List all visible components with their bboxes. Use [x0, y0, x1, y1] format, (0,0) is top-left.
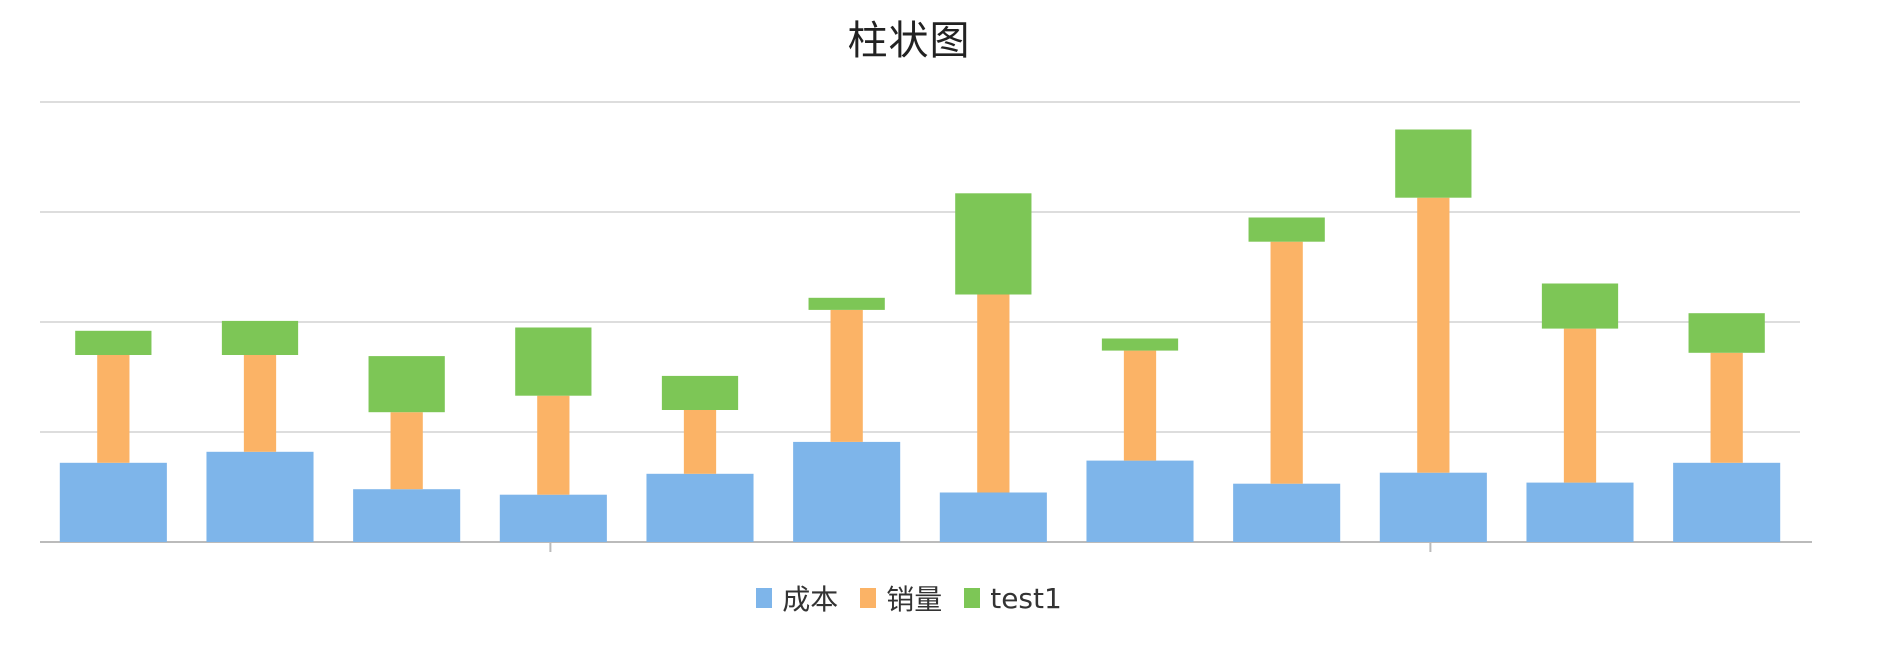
bar-3-4 — [515, 327, 592, 396]
bar-2-8 — [1123, 350, 1157, 461]
bar-1-4 — [499, 494, 607, 542]
bar-3-10 — [1395, 129, 1472, 198]
bar-2-7 — [977, 294, 1010, 493]
bar-2-6 — [830, 309, 863, 442]
bar-1-5 — [646, 473, 754, 542]
bar-1-9 — [1233, 483, 1341, 542]
bar-1-2 — [206, 451, 314, 542]
bar-2-3 — [390, 412, 423, 490]
bar-3-3 — [368, 356, 445, 413]
bar-1-10 — [1379, 472, 1487, 542]
bar-1-12 — [1673, 462, 1781, 542]
legend-swatch — [756, 588, 773, 608]
legend: 成本 销量 test1 — [0, 578, 1818, 618]
bar-3-7 — [955, 193, 1032, 295]
bar-3-5 — [661, 375, 739, 410]
bar-1-8 — [1086, 460, 1194, 542]
bar-1-7 — [939, 492, 1047, 542]
chart-title: 柱状图 — [847, 18, 971, 64]
legend-label: test1 — [990, 581, 1062, 615]
bar-3-12 — [1688, 313, 1765, 353]
bar-2-2 — [243, 355, 277, 452]
bar-1-11 — [1526, 482, 1634, 542]
bar-2-5 — [683, 410, 717, 474]
bar-3-8 — [1101, 338, 1179, 351]
bar-3-6 — [808, 297, 885, 310]
legend-item[interactable]: 销量 — [860, 578, 942, 618]
legend-label: 销量 — [886, 583, 943, 616]
bar-2-4 — [537, 395, 570, 495]
bar-1-3 — [353, 489, 461, 542]
bar-2-9 — [1270, 241, 1303, 484]
bar-3-1 — [75, 330, 152, 355]
bar-3-9 — [1248, 217, 1325, 242]
legend-swatch — [860, 588, 877, 608]
bar-2-10 — [1417, 197, 1450, 473]
bar-3-2 — [221, 320, 299, 355]
legend-swatch — [964, 588, 981, 608]
bar-1-1 — [59, 462, 167, 542]
legend-item[interactable]: test1 — [964, 582, 1062, 615]
bar-3-11 — [1541, 283, 1619, 329]
bar-2-12 — [1710, 352, 1743, 463]
legend-label: 成本 — [782, 583, 839, 616]
legend-item[interactable]: 成本 — [756, 578, 838, 618]
bar-1-6 — [793, 441, 901, 542]
bar-2-1 — [97, 355, 130, 463]
bar-2-11 — [1563, 328, 1597, 483]
